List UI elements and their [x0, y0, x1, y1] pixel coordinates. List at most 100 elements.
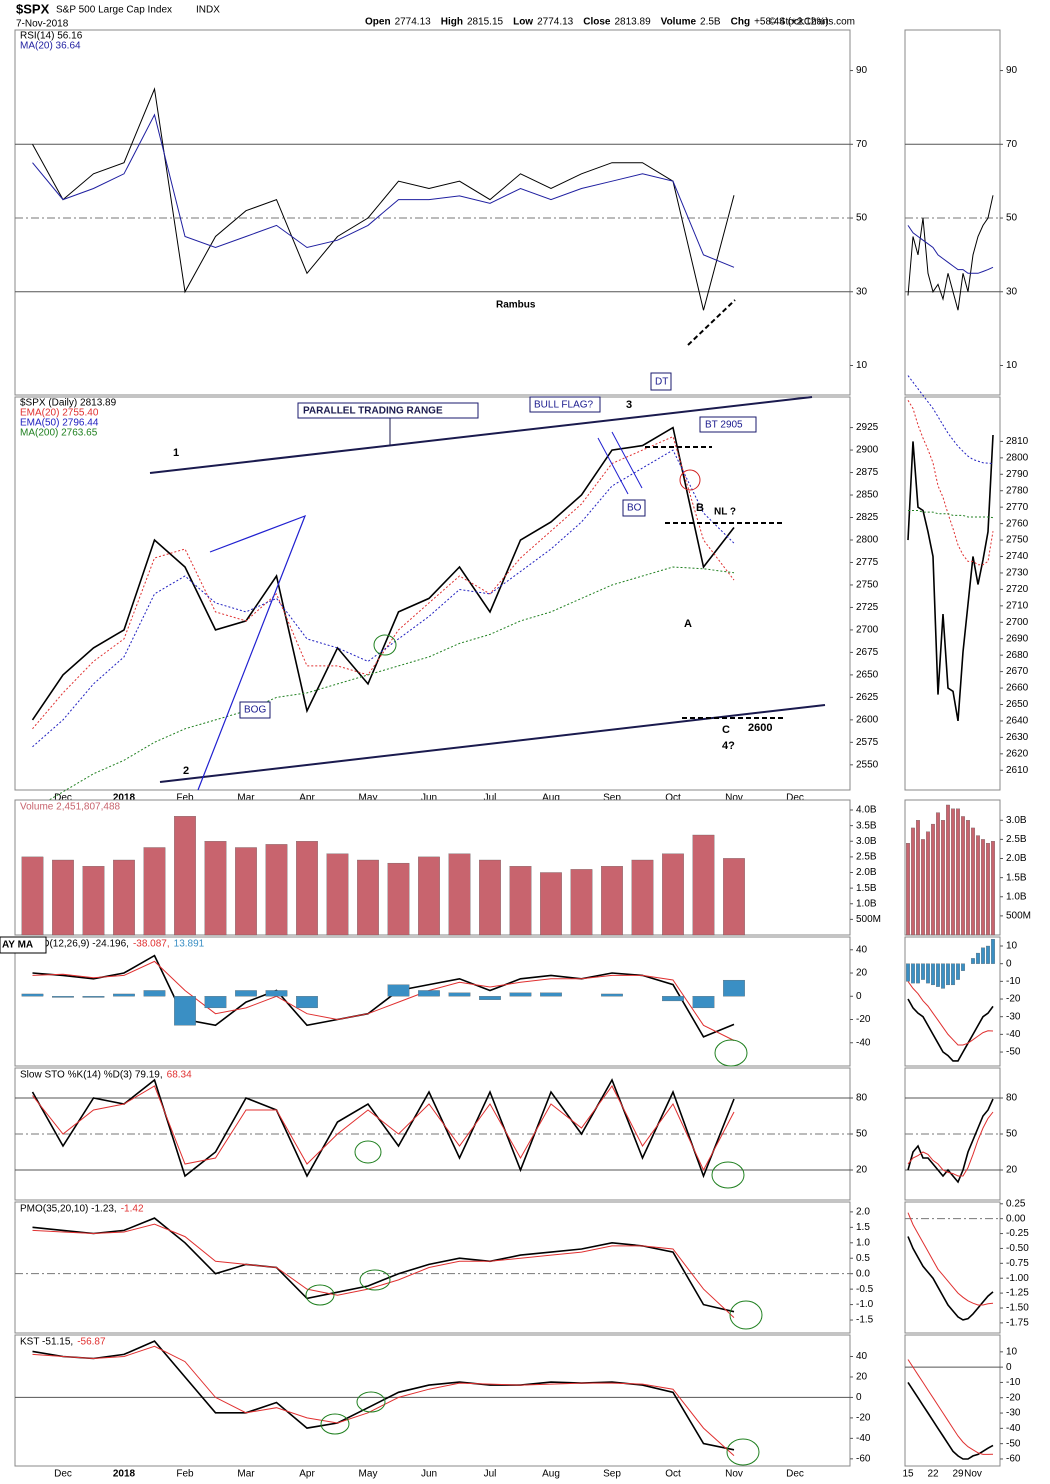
- panel: [14, 936, 851, 1067]
- bar: [916, 820, 920, 936]
- y-tick-label: 0.00: [1006, 1213, 1026, 1224]
- line: [907, 1212, 994, 1306]
- label-box: [239, 701, 271, 719]
- bar: [926, 831, 930, 936]
- y-tick-label: -0.25: [1006, 1228, 1029, 1239]
- y-tick-label: -40: [856, 1037, 871, 1048]
- y-tick-label: 2680: [1006, 650, 1029, 661]
- line: [907, 1381, 994, 1460]
- quote-value: 2813.89: [614, 17, 651, 28]
- y-tick-label: 80: [856, 1093, 868, 1104]
- y-tick-label: 2780: [1006, 485, 1029, 496]
- legend-entry: EMA(20) 2755.40: [20, 408, 99, 419]
- bar: [986, 945, 990, 964]
- label-box: [529, 396, 601, 413]
- x-tick-label: 15: [902, 1469, 914, 1480]
- quote-label: High: [441, 17, 463, 28]
- bar: [961, 963, 965, 971]
- bar: [52, 859, 74, 936]
- annotation: PARALLEL TRADING RANGE: [303, 406, 443, 417]
- bar: [326, 853, 349, 936]
- y-tick-label: -10: [1006, 1377, 1021, 1388]
- y-tick-label: 2575: [856, 737, 879, 748]
- bar: [946, 804, 950, 936]
- annotation: BOG: [244, 705, 266, 716]
- y-tick-label: 2770: [1006, 502, 1029, 513]
- bar: [82, 996, 105, 998]
- line: [907, 1236, 994, 1321]
- date: 7-Nov-2018: [16, 19, 69, 30]
- x-tick-label: Aug: [542, 1469, 560, 1480]
- line: [32, 1085, 735, 1172]
- y-tick-label: 2625: [856, 692, 879, 703]
- y-tick-label: 20: [1006, 1165, 1018, 1176]
- x-tick-label: Oct: [665, 793, 681, 804]
- y-tick-label: 2750: [856, 580, 879, 591]
- x-tick-label: 2018: [113, 793, 136, 804]
- bar: [204, 996, 227, 1009]
- annotation: B: [696, 502, 704, 514]
- legend-entry: Volume 2,451,807,488: [20, 802, 121, 813]
- quote-label: Close: [583, 17, 611, 28]
- bar: [387, 862, 410, 936]
- quote-value: 2774.13: [395, 17, 432, 28]
- symbol: $SPX: [16, 1, 50, 16]
- line: [32, 87, 735, 311]
- x-tick-label: Mar: [237, 793, 255, 804]
- bar: [956, 963, 960, 980]
- legend-entry: EMA(50) 2796.44: [20, 418, 99, 429]
- circle: [679, 469, 701, 491]
- line: [31, 1078, 735, 1179]
- y-tick-label: 1.0B: [856, 898, 877, 909]
- y-tick-label: 2825: [856, 512, 879, 523]
- channel-top: [149, 396, 813, 474]
- line: [907, 1359, 994, 1455]
- bog-triangle: [197, 514, 307, 791]
- y-tick-label: 2925: [856, 422, 879, 433]
- y-tick-label: -20: [856, 1014, 871, 1025]
- annotation: A: [684, 618, 692, 630]
- y-tick-label: -50: [1006, 1438, 1021, 1449]
- bar: [916, 963, 920, 984]
- y-tick-label: 2700: [856, 625, 879, 636]
- y-tick-label: 500M: [1006, 911, 1031, 922]
- y-tick-label: -1.0: [856, 1299, 874, 1310]
- y-tick-label: 1.0: [856, 1237, 870, 1248]
- x-tick-label: Dec: [54, 793, 72, 804]
- circle: [305, 1284, 335, 1306]
- line: [32, 449, 735, 748]
- y-tick-label: -1.5: [856, 1315, 874, 1326]
- x-tick-label: Jul: [484, 1469, 497, 1480]
- y-tick-label: 1.5B: [1006, 872, 1027, 883]
- y-tick-label: 2810: [1006, 436, 1029, 447]
- bar: [991, 938, 995, 964]
- y-tick-label: 0.25: [1006, 1198, 1026, 1209]
- panel: [904, 936, 1001, 1067]
- panel: [904, 1334, 1001, 1467]
- x-tick-label: May: [359, 793, 378, 804]
- line: [32, 1340, 735, 1451]
- y-tick-label: 2800: [856, 535, 879, 546]
- x-tick-label: Nov: [725, 793, 743, 804]
- y-tick-label: 2775: [856, 557, 879, 568]
- y-tick-label: -20: [1006, 1392, 1021, 1403]
- annotation: 3: [626, 399, 632, 411]
- index-name: S&P 500 Large Cap Index: [56, 5, 172, 16]
- y-tick-label: 2610: [1006, 765, 1029, 776]
- y-tick-label: -60: [856, 1453, 871, 1464]
- bar: [113, 993, 135, 997]
- annotation: C: [722, 724, 730, 736]
- y-tick-label: -20: [1006, 994, 1021, 1005]
- legend-entry: 13.891: [174, 939, 205, 950]
- x-tick-label: Oct: [665, 1469, 681, 1480]
- x-tick-label: Apr: [299, 1469, 315, 1480]
- x-tick-label: Sep: [603, 793, 621, 804]
- bar: [951, 963, 955, 986]
- y-tick-label: -1.00: [1006, 1273, 1029, 1284]
- y-tick-label: -30: [1006, 1011, 1021, 1022]
- bar: [174, 816, 196, 936]
- y-tick-label: 2900: [856, 445, 879, 456]
- y-tick-label: 30: [1006, 286, 1018, 297]
- x-tick-label: Nov: [725, 1469, 743, 1480]
